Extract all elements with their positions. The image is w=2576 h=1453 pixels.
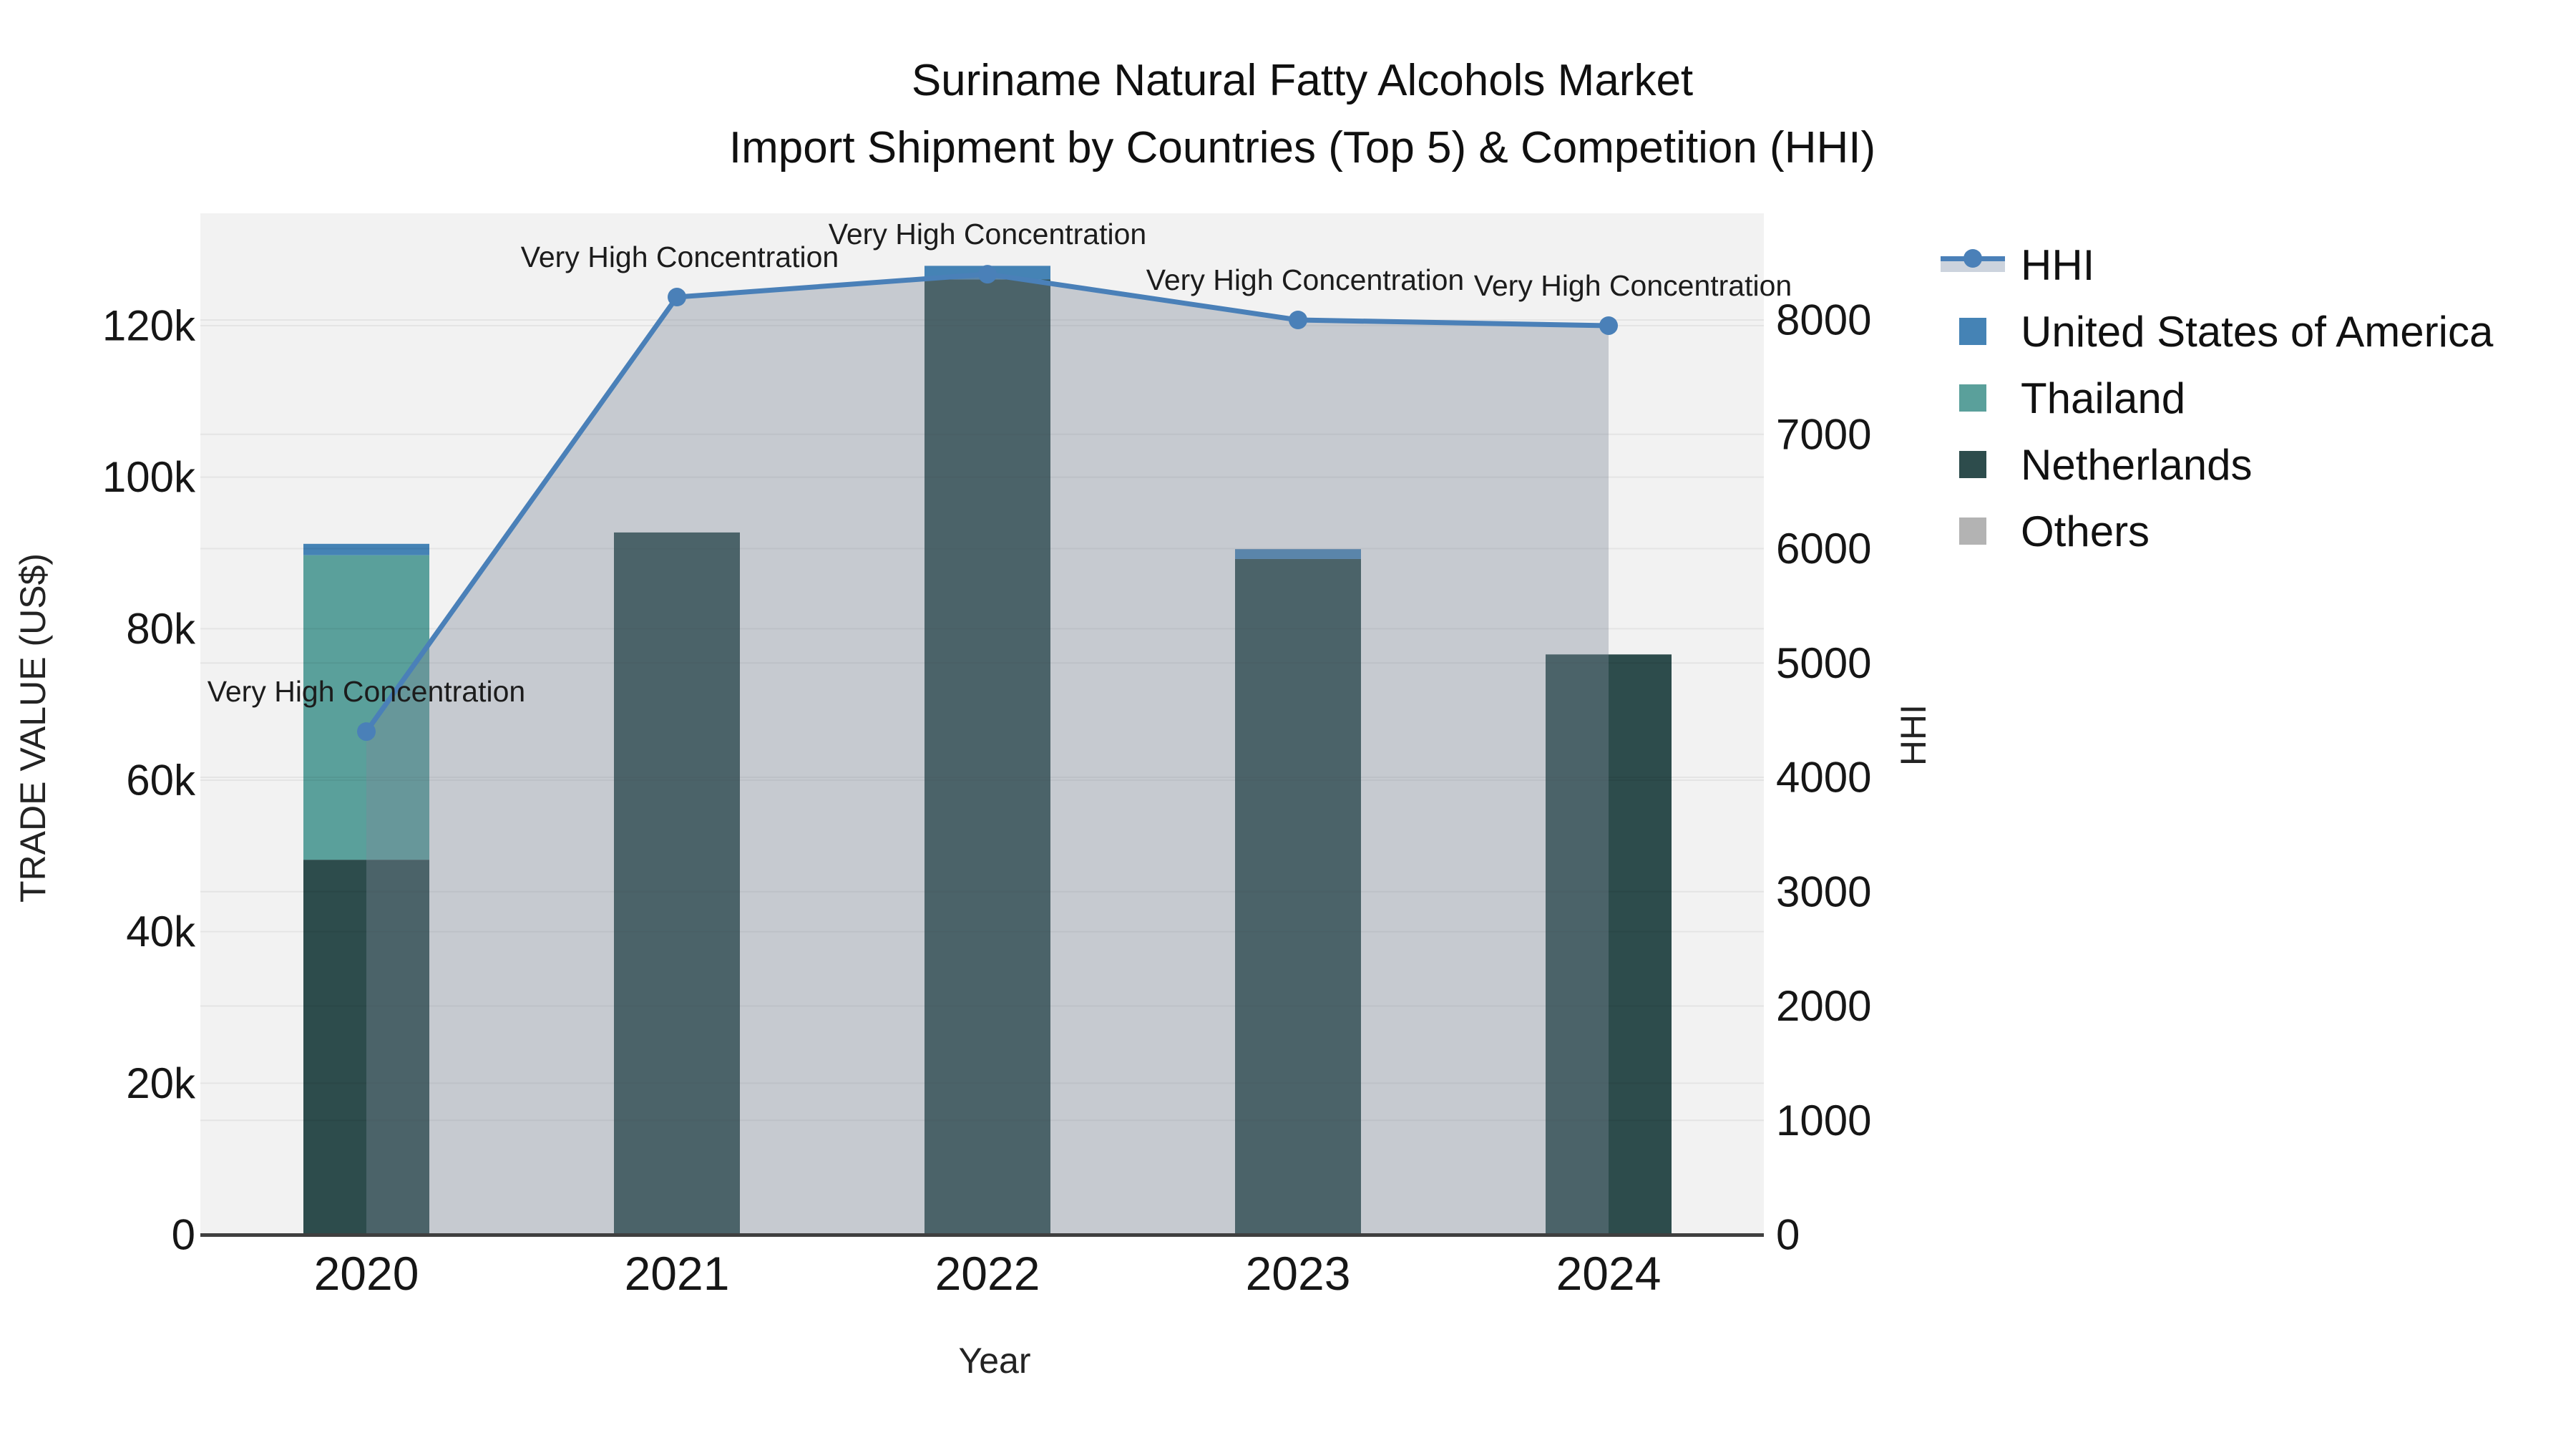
left-tick-120k: 120k: [102, 302, 196, 350]
color-swatch-icon: [1941, 382, 2005, 414]
right-tick-8000: 8000: [1776, 296, 1871, 344]
legend-label: United States of America: [2021, 307, 2494, 356]
hhi-marker-2023: [1289, 311, 1307, 329]
x-tick-2020: 2020: [314, 1247, 419, 1300]
hhi-marker-2021: [668, 288, 686, 307]
left-tick-20k: 20k: [126, 1059, 196, 1107]
color-swatch-icon: [1941, 316, 2005, 347]
hhi-line-marker-icon: [1941, 249, 2005, 281]
annotation-2023: Very High Concentration: [1146, 263, 1464, 296]
color-swatch-icon: [1941, 449, 2005, 480]
bar-segment-netherlands-2022: [924, 279, 1050, 1235]
left-tick-60k: 60k: [126, 757, 196, 805]
right-tick-2000: 2000: [1776, 982, 1871, 1030]
left-tick-40k: 40k: [126, 908, 196, 956]
annotation-2024: Very High Concentration: [1474, 269, 1792, 302]
legend-item-others[interactable]: Others: [1941, 507, 2493, 555]
hhi-marker-2020: [357, 722, 376, 742]
legend-swatch: [1959, 451, 1986, 478]
legend-item-netherlands[interactable]: Netherlands: [1941, 441, 2493, 489]
annotation-2022: Very High Concentration: [829, 218, 1146, 251]
hhi-legend-symbol-part: [1963, 249, 1982, 268]
right-tick-6000: 6000: [1776, 525, 1871, 573]
left-axis-title: TRADE VALUE (US$): [13, 553, 53, 903]
right-tick-1000: 1000: [1776, 1097, 1871, 1145]
hhi-area-fill: [366, 274, 1609, 1235]
left-tick-100k: 100k: [102, 453, 196, 501]
bar-segment-united-states-of-america-2023: [1235, 549, 1361, 559]
annotation-2021: Very High Concentration: [521, 240, 839, 273]
legend-item-thailand[interactable]: Thailand: [1941, 374, 2493, 422]
x-tick-2021: 2021: [625, 1247, 730, 1300]
bar-segment-netherlands-2024: [1546, 654, 1672, 1235]
legend-item-united-states-of-america[interactable]: United States of America: [1941, 307, 2494, 356]
right-tick-0: 0: [1776, 1211, 1800, 1259]
chart-title-line2: Import Shipment by Countries (Top 5) & C…: [728, 123, 1876, 172]
right-tick-3000: 3000: [1776, 868, 1871, 915]
x-tick-2022: 2022: [935, 1247, 1040, 1300]
x-axis-title: Year: [958, 1341, 1031, 1381]
legend-label: HHI: [2021, 240, 2095, 289]
chart-title: Suriname Natural Fatty Alcohols Market I…: [29, 47, 2576, 182]
legend-swatch: [1959, 384, 1986, 412]
x-tick-2023: 2023: [1246, 1247, 1351, 1300]
right-axis-title: HHI: [1893, 704, 1933, 767]
bar-segment-netherlands-2020: [303, 860, 429, 1235]
left-tick-80k: 80k: [126, 605, 196, 653]
x-tick-2024: 2024: [1556, 1247, 1662, 1300]
right-tick-5000: 5000: [1776, 639, 1871, 687]
bar-segment-united-states-of-america-2020: [303, 543, 429, 555]
annotation-2020: Very High Concentration: [208, 675, 525, 708]
hhi-legend-symbol: [1941, 249, 2005, 281]
legend-swatch: [1959, 517, 1986, 545]
chart-title-line1: Suriname Natural Fatty Alcohols Market: [911, 56, 1694, 105]
color-swatch-icon: [1941, 515, 2005, 547]
legend-label: Others: [2021, 507, 2150, 555]
right-tick-4000: 4000: [1776, 754, 1871, 802]
right-tick-7000: 7000: [1776, 410, 1871, 458]
legend-item-hhi[interactable]: HHI: [1941, 241, 2493, 289]
left-tick-0: 0: [172, 1211, 195, 1259]
legend-swatch: [1959, 318, 1986, 345]
x-axis-line: [200, 1233, 1764, 1237]
bar-segment-netherlands-2023: [1235, 558, 1361, 1235]
legend: HHI United States of America Thailand Nethe…: [1941, 241, 2494, 555]
legend-label: Thailand: [2021, 374, 2186, 422]
hhi-marker-2022: [978, 265, 997, 284]
bar-segment-thailand-2020: [303, 555, 429, 860]
hhi-marker-2024: [1599, 316, 1618, 335]
legend-label: Netherlands: [2021, 440, 2253, 489]
bar-segment-netherlands-2021: [614, 532, 740, 1235]
